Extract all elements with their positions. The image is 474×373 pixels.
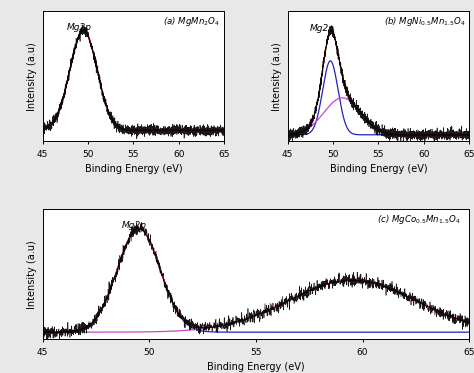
X-axis label: Binding Energy (eV): Binding Energy (eV) [85,164,182,174]
Text: (a) MgMn$_2$O$_4$: (a) MgMn$_2$O$_4$ [164,15,220,28]
X-axis label: Binding Energy (eV): Binding Energy (eV) [207,362,305,372]
Text: Mg2p: Mg2p [310,23,335,33]
X-axis label: Binding Energy (eV): Binding Energy (eV) [330,164,427,174]
Y-axis label: Intensity (a.u): Intensity (a.u) [27,42,37,111]
Text: (b) MgNi$_{0.5}$Mn$_{1.5}$O$_4$: (b) MgNi$_{0.5}$Mn$_{1.5}$O$_4$ [384,15,465,28]
Y-axis label: Intensity (a.u): Intensity (a.u) [27,240,37,309]
Text: Mg2p: Mg2p [122,221,147,231]
Y-axis label: Intensity (a.u): Intensity (a.u) [272,42,282,111]
Text: (c) MgCo$_{0.5}$Mn$_{1.5}$O$_4$: (c) MgCo$_{0.5}$Mn$_{1.5}$O$_4$ [377,213,461,226]
Text: Mg2p: Mg2p [66,23,91,32]
